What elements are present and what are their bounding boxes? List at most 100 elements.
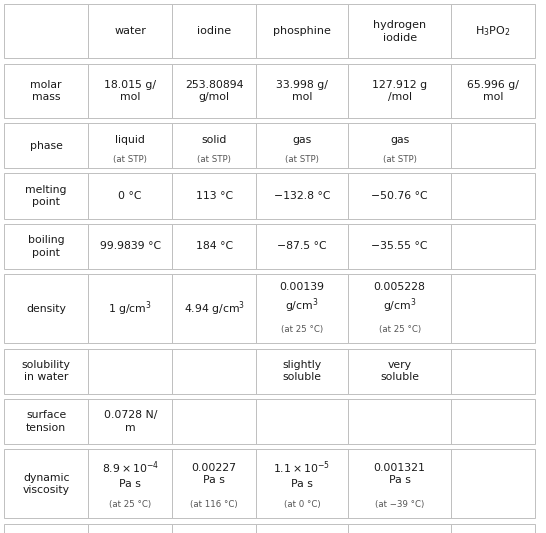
Bar	[4, 224, 88, 269]
Bar	[88, 224, 172, 269]
Bar	[256, 173, 348, 219]
Bar	[348, 63, 451, 118]
Text: 65.996 g/
mol: 65.996 g/ mol	[467, 79, 519, 102]
Bar	[88, 449, 172, 519]
Bar	[348, 123, 451, 168]
Text: very
soluble: very soluble	[380, 360, 419, 382]
Text: 99.9839 °C: 99.9839 °C	[99, 241, 161, 252]
Bar	[4, 449, 88, 519]
Text: phase: phase	[30, 141, 63, 151]
Text: 0.0728 N/
m: 0.0728 N/ m	[104, 410, 157, 433]
Text: 0.005228
g/cm$^3$: 0.005228 g/cm$^3$	[373, 282, 425, 314]
Bar	[173, 349, 256, 394]
Bar	[88, 349, 172, 394]
Bar	[348, 274, 451, 343]
Text: H$_3$PO$_2$: H$_3$PO$_2$	[476, 25, 511, 38]
Bar	[256, 4, 348, 59]
Text: (at 25 °C): (at 25 °C)	[109, 500, 151, 509]
Bar	[173, 274, 256, 343]
Text: (at STP): (at STP)	[383, 155, 417, 164]
Text: 0.001321
Pa s: 0.001321 Pa s	[373, 463, 425, 486]
Text: −35.55 °C: −35.55 °C	[371, 241, 428, 252]
Text: 253.80894
g/mol: 253.80894 g/mol	[185, 79, 244, 102]
Text: molar
mass: molar mass	[31, 79, 62, 102]
Bar	[173, 173, 256, 219]
Text: 4.94 g/cm$^3$: 4.94 g/cm$^3$	[183, 300, 245, 318]
Text: $1.1\times10^{-5}$
Pa s: $1.1\times10^{-5}$ Pa s	[274, 460, 331, 489]
Bar	[88, 173, 172, 219]
Text: (at 25 °C): (at 25 °C)	[378, 325, 420, 334]
Bar	[88, 123, 172, 168]
Text: boiling
point: boiling point	[28, 235, 64, 257]
Text: −50.76 °C: −50.76 °C	[371, 191, 428, 201]
Bar	[88, 4, 172, 59]
Bar	[452, 63, 535, 118]
Bar	[256, 123, 348, 168]
Bar	[88, 63, 172, 118]
Bar	[452, 274, 535, 343]
Text: (at 0 °C): (at 0 °C)	[284, 500, 321, 509]
Bar	[4, 63, 88, 118]
Bar	[173, 399, 256, 444]
Bar	[4, 524, 88, 533]
Text: (at STP): (at STP)	[197, 155, 231, 164]
Text: iodine: iodine	[197, 26, 231, 36]
Bar	[256, 399, 348, 444]
Bar	[88, 524, 172, 533]
Bar	[4, 173, 88, 219]
Bar	[4, 349, 88, 394]
Text: gas: gas	[390, 135, 410, 145]
Text: 18.015 g/
mol: 18.015 g/ mol	[104, 79, 156, 102]
Bar	[88, 274, 172, 343]
Text: hydrogen
iodide: hydrogen iodide	[373, 20, 426, 43]
Bar	[256, 524, 348, 533]
Text: density: density	[26, 304, 66, 314]
Text: 0.00139
g/cm$^3$: 0.00139 g/cm$^3$	[280, 282, 324, 314]
Text: gas: gas	[293, 135, 312, 145]
Bar	[173, 4, 256, 59]
Bar	[173, 449, 256, 519]
Bar	[348, 4, 451, 59]
Text: (at STP): (at STP)	[285, 155, 319, 164]
Text: water: water	[114, 26, 146, 36]
Text: (at 25 °C): (at 25 °C)	[281, 325, 323, 334]
Bar	[452, 399, 535, 444]
Text: −87.5 °C: −87.5 °C	[277, 241, 327, 252]
Text: 1 g/cm$^3$: 1 g/cm$^3$	[108, 300, 152, 318]
Text: melting
point: melting point	[26, 185, 67, 207]
Bar	[256, 274, 348, 343]
Text: 113 °C: 113 °C	[195, 191, 233, 201]
Bar	[348, 449, 451, 519]
Bar	[4, 123, 88, 168]
Bar	[256, 224, 348, 269]
Text: $8.9\times10^{-4}$
Pa s: $8.9\times10^{-4}$ Pa s	[102, 460, 159, 489]
Text: (at STP): (at STP)	[113, 155, 147, 164]
Bar	[348, 399, 451, 444]
Text: phosphine: phosphine	[273, 26, 331, 36]
Bar	[256, 449, 348, 519]
Bar	[452, 224, 535, 269]
Bar	[173, 224, 256, 269]
Bar	[348, 524, 451, 533]
Text: solid: solid	[201, 135, 227, 145]
Bar	[4, 4, 88, 59]
Bar	[4, 274, 88, 343]
Bar	[348, 224, 451, 269]
Bar	[173, 123, 256, 168]
Bar	[452, 524, 535, 533]
Bar	[452, 123, 535, 168]
Text: 33.998 g/
mol: 33.998 g/ mol	[276, 79, 328, 102]
Text: solubility
in water: solubility in water	[22, 360, 70, 382]
Text: liquid: liquid	[115, 135, 145, 145]
Text: 127.912 g
/mol: 127.912 g /mol	[372, 79, 427, 102]
Bar	[452, 173, 535, 219]
Bar	[256, 349, 348, 394]
Bar	[452, 449, 535, 519]
Text: 184 °C: 184 °C	[195, 241, 233, 252]
Text: 0.00227
Pa s: 0.00227 Pa s	[192, 463, 236, 486]
Text: slightly
soluble: slightly soluble	[282, 360, 322, 382]
Text: surface
tension: surface tension	[26, 410, 67, 433]
Bar	[348, 173, 451, 219]
Text: dynamic
viscosity: dynamic viscosity	[23, 473, 70, 495]
Bar	[256, 63, 348, 118]
